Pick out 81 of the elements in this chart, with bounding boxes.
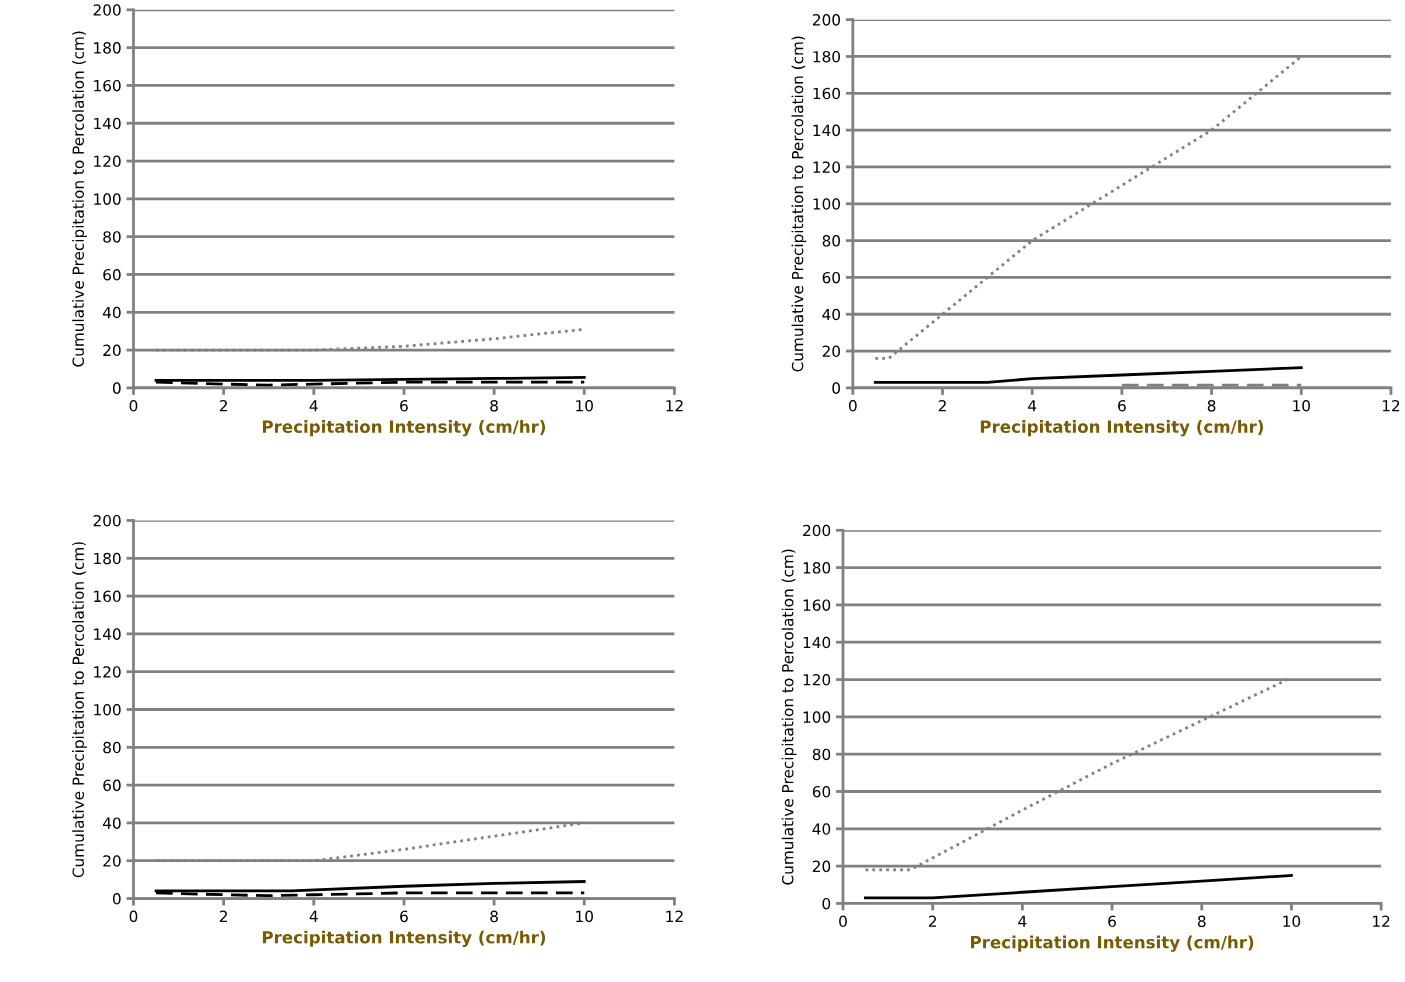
x-tick-label: 8 xyxy=(1207,399,1216,412)
y-tick-label: 120 xyxy=(94,666,121,678)
y-tick-label: 120 xyxy=(813,161,841,173)
x-tick-label: 2 xyxy=(938,399,946,412)
x-tick-label: 4 xyxy=(309,400,318,412)
y-tick-label: 200 xyxy=(93,514,121,527)
y-tick-label: 80 xyxy=(822,235,841,247)
x-tick-label: 2 xyxy=(219,910,227,922)
y-tick-label: 120 xyxy=(803,674,831,686)
x-tick-label: 12 xyxy=(666,399,683,412)
x-tick-label: 10 xyxy=(1283,915,1301,928)
x-tick-label: 8 xyxy=(490,910,498,923)
y-tick-label: 20 xyxy=(103,344,121,357)
y-axis-title: Cumulative Precipitation to Percolation (cm) xyxy=(791,36,807,372)
y-tick-label: 80 xyxy=(103,741,121,754)
y-tick-label: 20 xyxy=(812,860,831,873)
y-axis-title: Cumulative Precipitation to Percolation (cm) xyxy=(72,542,87,878)
x-tick-label: 6 xyxy=(400,399,408,412)
x-axis-title: Precipitation Intensity (cm/hr) xyxy=(262,930,546,947)
x-tick-label: 8 xyxy=(490,399,498,412)
y-tick-label: 40 xyxy=(102,306,121,319)
x-tick-label: 12 xyxy=(1373,915,1390,927)
y-tick-label: 80 xyxy=(103,231,121,243)
y-tick-label: 0 xyxy=(112,382,121,394)
x-tick-label: 4 xyxy=(1028,400,1037,412)
y-tick-label: 120 xyxy=(94,155,121,168)
x-axis-title: Precipitation Intensity (cm/hr) xyxy=(980,420,1264,437)
y-tick-label: 40 xyxy=(102,817,121,829)
x-tick-label: 10 xyxy=(576,910,593,923)
y-tick-label: 160 xyxy=(813,87,841,100)
y-tick-label: 40 xyxy=(822,308,841,321)
y-axis-title: Cumulative Precipitation to Percolation (cm) xyxy=(781,549,797,885)
x-axis-title: Precipitation Intensity (cm/hr) xyxy=(262,420,546,437)
x-tick-label: 6 xyxy=(400,910,408,923)
x-tick-label: 2 xyxy=(219,399,227,412)
y-tick-label: 0 xyxy=(112,893,121,905)
x-axis-title: Precipitation Intensity (cm/hr) xyxy=(971,935,1254,952)
x-tick-label: 10 xyxy=(576,399,593,412)
y-tick-label: 20 xyxy=(103,855,121,867)
y-tick-label: 200 xyxy=(812,14,841,26)
y-tick-label: 140 xyxy=(813,124,841,137)
y-tick-label: 180 xyxy=(94,42,121,54)
y-tick-label: 160 xyxy=(803,599,831,611)
y-tick-label: 160 xyxy=(94,590,121,603)
y-tick-label: 80 xyxy=(812,748,831,761)
y-tick-label: 60 xyxy=(103,779,121,792)
y-tick-label: 0 xyxy=(832,382,841,394)
y-tick-label: 100 xyxy=(813,198,841,210)
y-tick-label: 100 xyxy=(803,711,831,723)
y-tick-label: 140 xyxy=(803,636,831,649)
x-tick-label: 10 xyxy=(1293,399,1310,412)
y-tick-label: 140 xyxy=(94,628,121,640)
x-tick-label: 12 xyxy=(1382,399,1400,412)
y-tick-label: 40 xyxy=(812,823,831,835)
y-tick-label: 180 xyxy=(803,562,831,574)
y-tick-label: 60 xyxy=(812,785,831,798)
x-tick-label: 0 xyxy=(848,399,857,412)
x-tick-label: 2 xyxy=(928,915,937,927)
y-tick-label: 0 xyxy=(822,897,831,910)
y-tick-label: 200 xyxy=(803,524,831,537)
line-series xyxy=(873,366,1303,384)
x-tick-label: 8 xyxy=(1197,915,1206,928)
line-series xyxy=(864,874,1293,900)
x-tick-label: 6 xyxy=(1118,399,1126,412)
y-tick-label: 60 xyxy=(822,271,841,284)
y-tick-label: 200 xyxy=(93,4,121,16)
x-tick-label: 4 xyxy=(309,910,318,922)
y-tick-label: 60 xyxy=(103,268,121,281)
x-tick-label: 0 xyxy=(129,910,138,923)
y-tick-label: 100 xyxy=(94,703,121,716)
x-tick-label: 0 xyxy=(129,399,138,412)
y-tick-label: 100 xyxy=(94,193,121,205)
y-tick-label: 140 xyxy=(94,117,121,130)
y-tick-label: 180 xyxy=(813,50,841,63)
y-tick-label: 180 xyxy=(94,552,121,565)
x-tick-label: 4 xyxy=(1018,915,1027,927)
y-axis-title: Cumulative Precipitation to Percolation (cm) xyxy=(72,31,87,367)
x-tick-label: 6 xyxy=(1108,915,1116,928)
y-tick-label: 20 xyxy=(822,345,841,358)
y-tick-label: 160 xyxy=(94,79,121,92)
x-tick-label: 12 xyxy=(666,910,683,922)
